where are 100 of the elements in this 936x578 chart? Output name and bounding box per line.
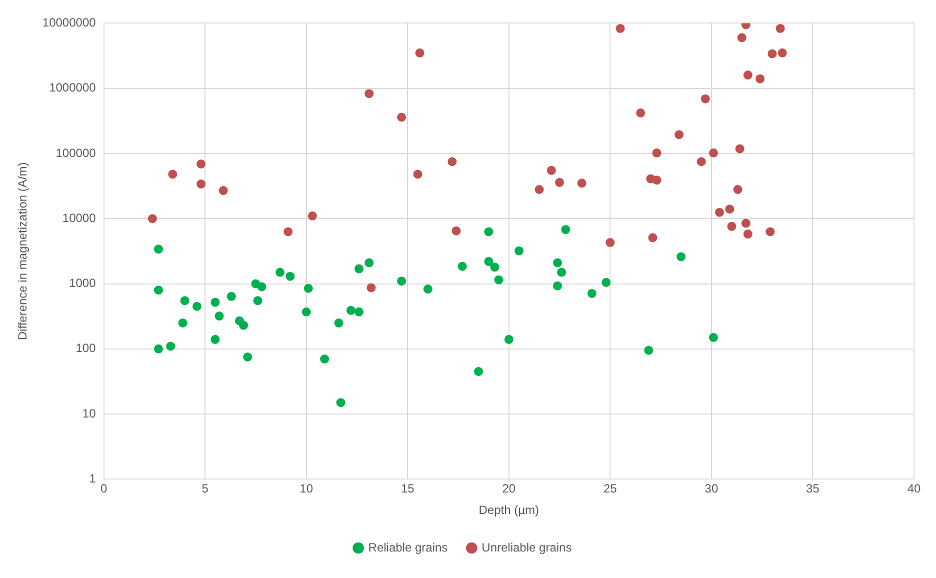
x-tick-label: 35 <box>806 482 820 496</box>
point <box>218 186 228 196</box>
point <box>648 233 658 242</box>
point <box>676 252 686 262</box>
point <box>214 312 224 321</box>
point <box>557 268 566 277</box>
point <box>735 144 744 154</box>
point <box>534 185 544 194</box>
point <box>168 170 178 179</box>
point <box>415 48 424 58</box>
point <box>334 318 344 328</box>
point <box>286 272 295 281</box>
point <box>484 227 494 236</box>
point <box>652 148 662 158</box>
point <box>302 307 311 316</box>
point <box>397 112 406 122</box>
point <box>346 306 356 315</box>
point <box>484 256 494 266</box>
point <box>366 283 376 292</box>
point <box>166 342 176 351</box>
point <box>555 178 564 187</box>
point <box>253 296 262 306</box>
point <box>553 281 562 290</box>
point <box>148 214 157 224</box>
x-tick-label: 25 <box>603 482 618 496</box>
x-tick-label: 10 <box>300 482 314 496</box>
point <box>696 157 706 166</box>
point <box>602 278 611 287</box>
point <box>154 244 163 254</box>
point <box>423 284 432 294</box>
point <box>616 24 625 33</box>
y-tick-label: 1000 <box>69 276 96 290</box>
point <box>364 258 374 268</box>
legend-label: Unreliable grains <box>482 540 572 554</box>
point <box>708 148 718 158</box>
point <box>257 282 266 292</box>
y-tick-label: 1 <box>89 472 96 486</box>
point <box>154 344 163 354</box>
point <box>448 157 457 166</box>
point <box>756 74 765 84</box>
point <box>243 352 252 362</box>
x-tick-label: 30 <box>704 482 718 496</box>
point <box>354 307 364 316</box>
point <box>766 227 775 236</box>
x-tick-label: 0 <box>100 482 108 496</box>
point <box>561 225 570 234</box>
point <box>725 204 734 214</box>
point <box>514 246 524 256</box>
y-tick-label: 100 <box>76 341 96 356</box>
point <box>546 166 556 175</box>
x-tick-label: 15 <box>400 482 415 496</box>
x-tick-label: 5 <box>202 482 209 496</box>
point <box>553 258 562 268</box>
y-tick-label: 10 <box>82 406 96 420</box>
x-axis-title: Depth (µm) <box>478 503 540 518</box>
point <box>743 230 752 239</box>
x-tick-label: 40 <box>907 482 921 496</box>
point <box>210 298 220 307</box>
x-tick-label: 20 <box>502 482 516 496</box>
point <box>180 296 190 306</box>
point <box>587 288 596 298</box>
y-tick-label: 100000 <box>56 146 96 160</box>
point <box>192 302 202 311</box>
point <box>494 275 504 284</box>
point <box>413 170 422 179</box>
point <box>606 238 615 248</box>
point <box>210 334 220 344</box>
point <box>239 320 248 330</box>
point <box>700 94 710 104</box>
point <box>768 49 777 58</box>
point <box>304 284 313 293</box>
point <box>226 292 236 301</box>
point <box>715 208 724 217</box>
point <box>652 176 662 185</box>
legend-label: Reliable grains <box>368 540 448 554</box>
point <box>733 185 742 194</box>
point <box>737 33 746 42</box>
point <box>364 89 374 98</box>
point <box>474 367 484 376</box>
point <box>154 286 163 295</box>
point <box>743 70 752 80</box>
point <box>458 262 467 271</box>
point <box>397 276 406 286</box>
point <box>276 268 285 277</box>
point <box>504 334 514 344</box>
point <box>674 130 684 140</box>
point <box>196 159 206 168</box>
point <box>776 24 785 33</box>
point <box>577 178 586 188</box>
y-tick-label: 1000000 <box>49 80 96 95</box>
point <box>636 108 646 118</box>
point <box>354 264 364 274</box>
point <box>741 218 750 228</box>
point <box>644 346 654 355</box>
point <box>320 354 330 364</box>
point <box>336 398 346 408</box>
point <box>178 318 188 328</box>
point <box>708 332 718 342</box>
y-tick-label: 10000000 <box>42 16 96 30</box>
point <box>778 48 787 58</box>
